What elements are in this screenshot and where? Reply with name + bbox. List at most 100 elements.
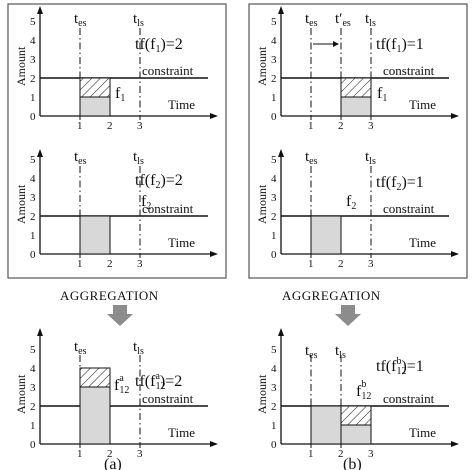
tf-label: tf(f2)=1 (376, 174, 424, 193)
constraint-label: constraint (383, 201, 435, 216)
y-tick: 5 (30, 16, 36, 28)
caption-b: (b) (343, 456, 362, 470)
y-tick: 3 (30, 192, 36, 204)
constraint-label: constraint (383, 63, 435, 78)
y-tick: 3 (30, 382, 36, 394)
panel-b3: 0 1 2 3 4 5 1 2 3 Amount Time constraint… (255, 328, 459, 460)
x-tick: 1 (77, 258, 83, 270)
y-tick: 0 (271, 439, 277, 451)
y-tick: 1 (30, 420, 36, 432)
y-tick: 0 (271, 249, 277, 261)
tf-label: tf(f1)=2 (135, 36, 183, 55)
bar-lower (340, 96, 372, 117)
y-tick: 4 (271, 363, 277, 375)
group-frame-b (248, 3, 468, 279)
tes-shifted-label: t′es (335, 11, 351, 29)
y-tick: 0 (271, 111, 277, 123)
x-tick: 3 (137, 258, 143, 270)
tls-label: tls (133, 11, 144, 29)
tes-label: tes (74, 149, 87, 167)
tf-label: tf(f12b)=1 (376, 356, 424, 377)
y-tick: 3 (271, 54, 277, 66)
aggregation-label-b: AGGREGATION (282, 288, 381, 303)
constraint-label: constraint (383, 391, 435, 406)
y-tick: 4 (271, 173, 277, 185)
tls-label: tls (335, 343, 346, 361)
tf-label: tf(f12a)=2 (135, 371, 182, 392)
constraint-label: constraint (142, 63, 194, 78)
tls-label: tls (365, 11, 376, 29)
x-tick: 2 (338, 448, 344, 460)
y-tick: 0 (30, 249, 36, 261)
y-axis-label: Amount (14, 46, 28, 86)
y-tick: 1 (271, 230, 277, 242)
flex-offer-label: f12b (356, 379, 371, 402)
y-tick: 1 (30, 92, 36, 104)
y-tick: 4 (30, 35, 36, 47)
y-tick: 2 (271, 211, 277, 223)
x-axis-label: Time (168, 97, 195, 112)
y-tick: 1 (30, 230, 36, 242)
bar (79, 215, 111, 255)
flex-offer-label: f1 (377, 85, 387, 104)
bar-f1-upper-hatched (340, 405, 372, 426)
bar-upper-hatched (340, 77, 372, 98)
y-tick: 2 (30, 211, 36, 223)
caption-a: (a) (104, 456, 122, 470)
tes-label: tes (74, 11, 87, 29)
x-tick: 3 (368, 258, 374, 270)
x-tick: 3 (368, 448, 374, 460)
y-tick: 2 (30, 73, 36, 85)
tes-label: tes (305, 11, 318, 29)
y-tick: 4 (271, 35, 277, 47)
aggregation-label-a: AGGREGATION (60, 288, 159, 303)
x-tick: 3 (368, 120, 374, 132)
y-axis-label: Amount (255, 374, 269, 414)
x-axis-label: Time (409, 235, 436, 250)
x-tick: 3 (137, 120, 143, 132)
x-tick: 1 (77, 120, 83, 132)
panel-a2: 0 1 2 3 4 5 1 2 3 Amount Time constraint… (14, 149, 218, 270)
tes-label: tes (305, 149, 318, 167)
x-axis-label: Time (409, 97, 436, 112)
panel-b2: 0 1 2 3 4 5 1 2 3 Amount Time constraint… (255, 149, 459, 270)
bar-f2 (310, 405, 342, 445)
tes-label: tes (305, 343, 318, 361)
y-tick: 5 (271, 154, 277, 166)
bar-lower (79, 96, 111, 117)
y-tick: 4 (30, 363, 36, 375)
tls-label: tls (133, 339, 144, 357)
flex-offer-label: f12a (114, 373, 129, 396)
bar-upper-hatched (79, 367, 111, 388)
tes-label: tes (74, 339, 87, 357)
constraint-label: constraint (142, 201, 194, 216)
tls-label: tls (365, 149, 376, 167)
y-tick: 4 (30, 173, 36, 185)
x-tick: 2 (107, 120, 113, 132)
panel-b1: 0 1 2 3 4 5 1 2 3 Amount Time constraint… (255, 6, 459, 132)
x-axis-label: Time (168, 425, 195, 440)
down-arrow-icon (107, 305, 133, 326)
y-tick: 0 (30, 439, 36, 451)
y-tick: 0 (30, 111, 36, 123)
x-tick: 1 (308, 120, 314, 132)
x-tick: 1 (308, 258, 314, 270)
bar-f1-lower (340, 424, 372, 445)
x-axis-label: Time (168, 235, 195, 250)
bar (310, 215, 342, 255)
y-tick: 2 (271, 401, 277, 413)
y-tick: 3 (271, 192, 277, 204)
y-axis-label: Amount (255, 184, 269, 224)
y-tick: 1 (271, 420, 277, 432)
y-tick: 3 (30, 54, 36, 66)
group-frame-a (7, 3, 227, 279)
y-axis-label: Amount (255, 46, 269, 86)
panel-a1: 0 1 2 3 4 5 1 2 3 Amount Time constraint… (14, 6, 218, 132)
y-tick: 5 (271, 344, 277, 356)
tls-label: tls (133, 149, 144, 167)
y-tick: 2 (271, 73, 277, 85)
y-tick: 5 (30, 154, 36, 166)
y-axis-label: Amount (14, 374, 28, 414)
y-tick: 5 (30, 344, 36, 356)
x-tick: 1 (77, 448, 83, 460)
